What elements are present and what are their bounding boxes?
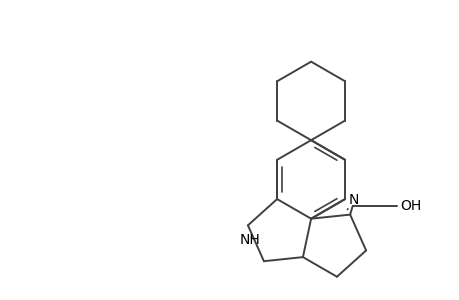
Text: N: N	[348, 193, 358, 207]
Text: OH: OH	[399, 199, 420, 213]
Text: NH: NH	[239, 233, 260, 247]
